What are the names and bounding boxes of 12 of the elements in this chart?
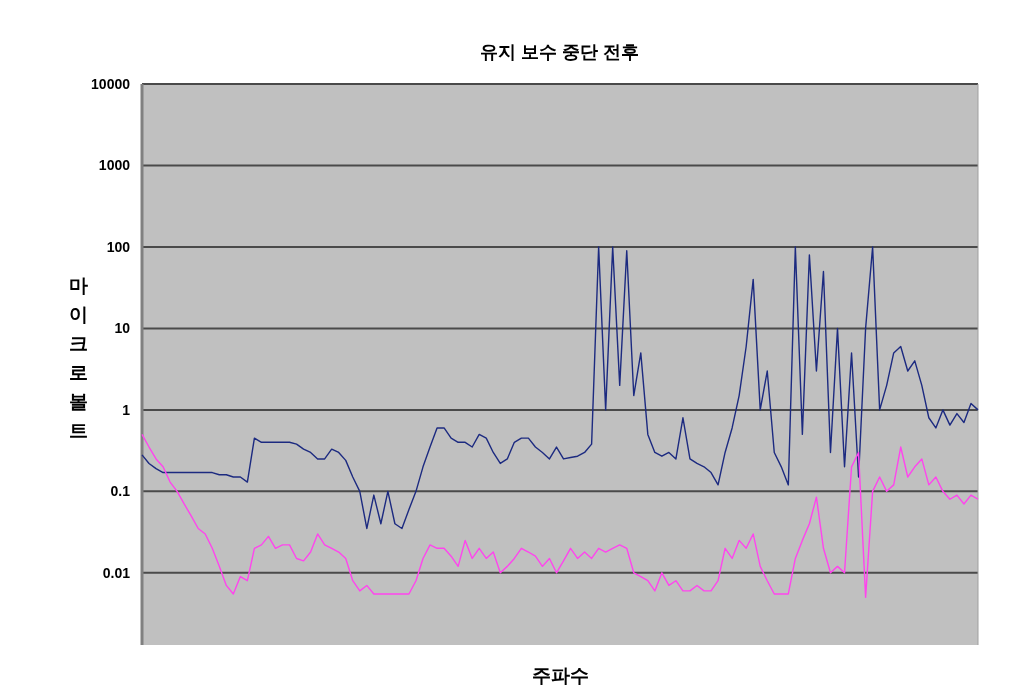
y-tick-label: 0.1: [110, 483, 131, 500]
y-tick-label: 10: [114, 320, 131, 337]
line-series: [141, 246, 979, 530]
y-tick-label: 10000: [91, 76, 131, 92]
y-tick-label: 1: [122, 401, 131, 418]
y-tick-label: 1000: [98, 157, 131, 174]
y-axis-title: 마이크로볼트: [68, 275, 88, 441]
y-tick-label: 100: [106, 238, 131, 255]
line-series: [141, 433, 979, 599]
x-axis-title: 주파수: [531, 665, 589, 686]
y-tick-label: 0.01: [102, 564, 131, 581]
chart-title: 유지 보수 중단 전후: [480, 42, 640, 62]
